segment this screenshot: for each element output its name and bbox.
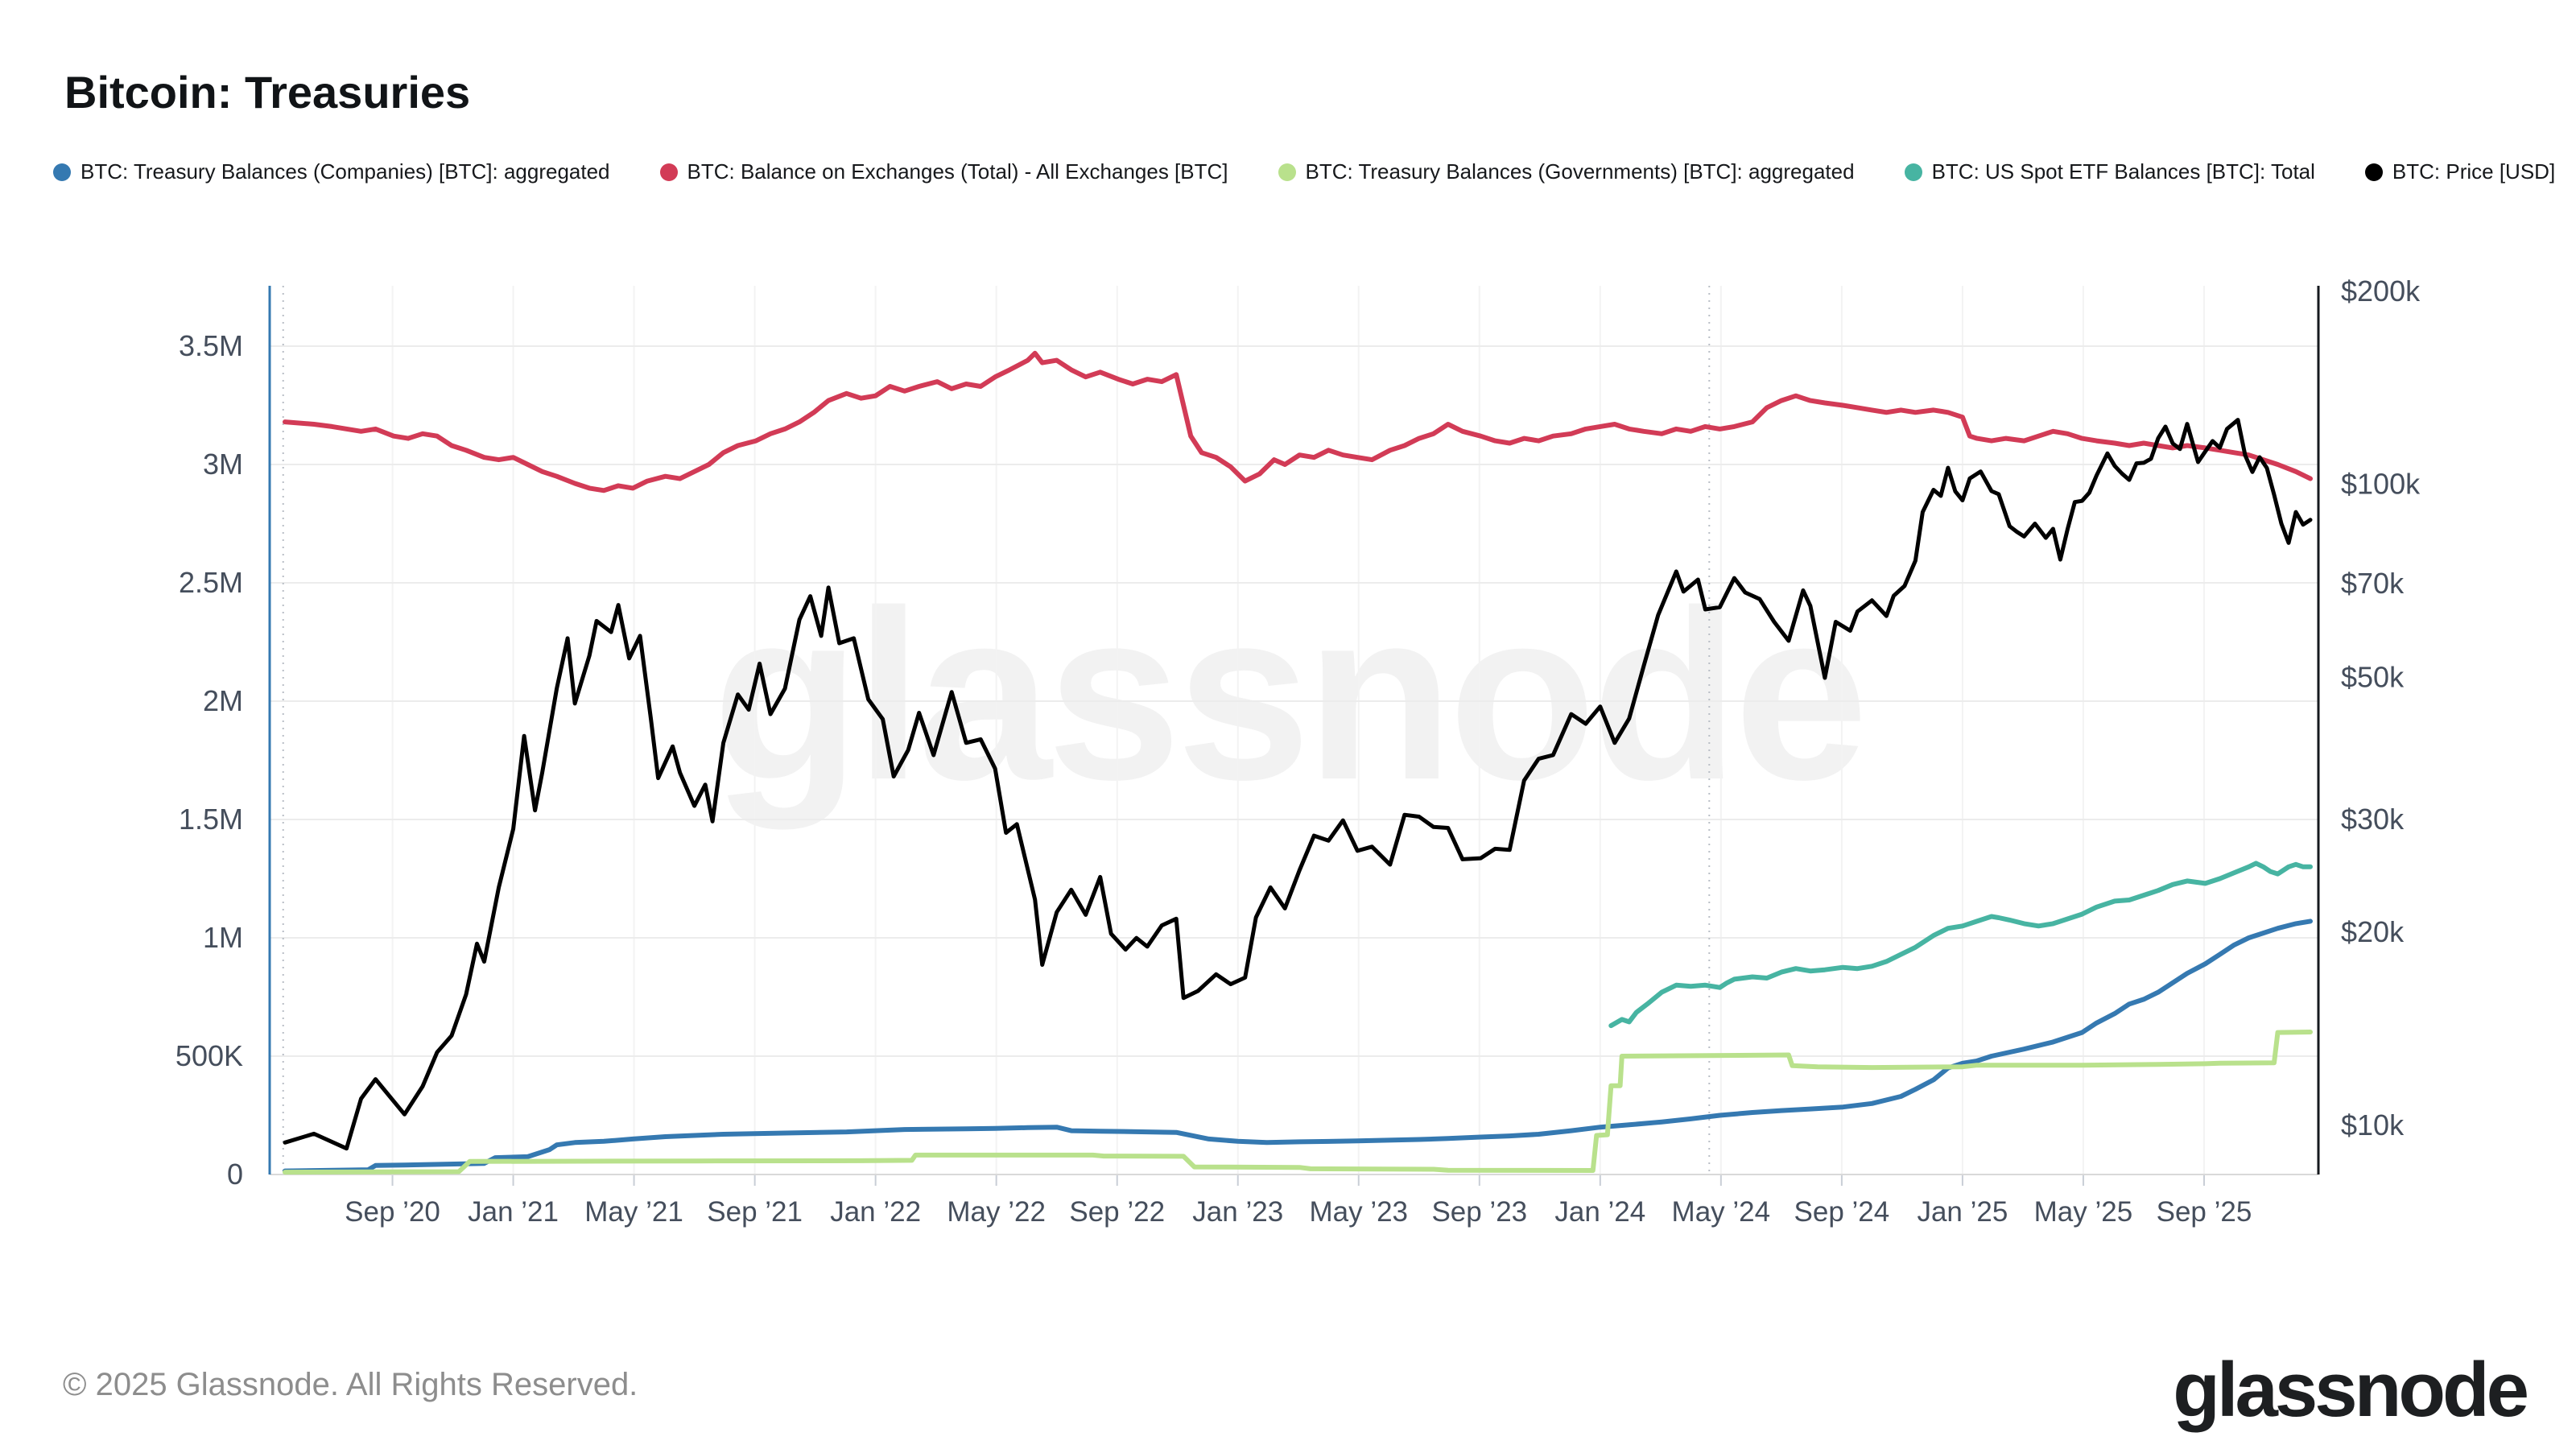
legend-dot-icon bbox=[53, 163, 71, 181]
y-right-tick-label: $10k bbox=[2341, 1108, 2405, 1141]
legend-item-label: BTC: Balance on Exchanges (Total) - All … bbox=[687, 159, 1228, 184]
x-axis-tick-label: May ’23 bbox=[1309, 1196, 1408, 1228]
legend-item-label: BTC: Treasury Balances (Governments) [BT… bbox=[1305, 159, 1855, 184]
legend-item-4[interactable]: BTC: Price [USD] bbox=[2364, 159, 2556, 184]
y-right-tick-label: $70k bbox=[2341, 567, 2405, 600]
y-right-tick-label: $100k bbox=[2341, 468, 2421, 501]
y-right-tick-label: $200k bbox=[2341, 275, 2421, 308]
series-line-btc-us-spot-etf-balances-btc-total bbox=[1608, 861, 2313, 1029]
series-line-btc-treasury-balances-companies-btc-aggregated bbox=[283, 919, 2313, 1174]
x-axis-tick-label: May ’24 bbox=[1672, 1196, 1771, 1228]
x-axis-tick-label: Sep ’23 bbox=[1431, 1196, 1527, 1228]
series-line-btc-price-usd bbox=[283, 418, 2313, 1151]
y-right-tick-label: $30k bbox=[2341, 803, 2405, 836]
copyright-text: © 2025 Glassnode. All Rights Reserved. bbox=[63, 1367, 638, 1402]
legend-item-0[interactable]: BTC: Treasury Balances (Companies) [BTC]… bbox=[53, 159, 610, 184]
y-left-tick-label: 3M bbox=[203, 448, 243, 481]
legend-item-3[interactable]: BTC: US Spot ETF Balances [BTC]: Total bbox=[1904, 159, 2315, 184]
x-axis-tick-label: Jan ’21 bbox=[468, 1196, 559, 1228]
y-left-tick-label: 1.5M bbox=[179, 803, 243, 836]
x-axis-tick-label: Jan ’25 bbox=[1917, 1196, 2008, 1228]
x-axis-tick-label: May ’22 bbox=[947, 1196, 1046, 1228]
legend-item-label: BTC: US Spot ETF Balances [BTC]: Total bbox=[1931, 159, 2315, 184]
page-title: Bitcoin: Treasuries bbox=[64, 67, 471, 118]
x-axis-tick-label: Jan ’24 bbox=[1554, 1196, 1645, 1228]
x-axis-tick-label: Sep ’21 bbox=[707, 1196, 803, 1228]
y-left-tick-label: 3.5M bbox=[179, 329, 243, 362]
y-right-tick-label: $20k bbox=[2341, 915, 2405, 948]
legend-item-label: BTC: Price [USD] bbox=[2392, 159, 2556, 184]
x-axis-tick-label: May ’21 bbox=[584, 1196, 683, 1228]
series-line-btc-balance-on-exchanges-total-all-exchanges-btc bbox=[283, 350, 2313, 493]
y-right-tick-label: $50k bbox=[2341, 660, 2405, 693]
legend-item-label: BTC: Treasury Balances (Companies) [BTC]… bbox=[80, 159, 610, 184]
legend-dot-icon bbox=[2364, 163, 2383, 181]
legend-dot-icon bbox=[659, 163, 678, 181]
y-left-tick-label: 0 bbox=[227, 1158, 243, 1191]
legend-dot-icon bbox=[1278, 163, 1296, 181]
y-left-tick-label: 2.5M bbox=[179, 566, 243, 599]
legend-dot-icon bbox=[1904, 163, 1922, 181]
x-axis-tick-label: Sep ’25 bbox=[2157, 1196, 2252, 1228]
series-line-btc-treasury-balances-governments-btc-aggregated bbox=[283, 1030, 2313, 1175]
x-axis-tick-label: Jan ’22 bbox=[830, 1196, 921, 1228]
y-left-tick-label: 2M bbox=[203, 684, 243, 717]
x-axis-tick-label: Sep ’20 bbox=[345, 1196, 440, 1228]
legend-item-2[interactable]: BTC: Treasury Balances (Governments) [BT… bbox=[1278, 159, 1855, 184]
legend-item-1[interactable]: BTC: Balance on Exchanges (Total) - All … bbox=[659, 159, 1228, 184]
x-axis-tick-label: Sep ’22 bbox=[1069, 1196, 1165, 1228]
legend: BTC: Treasury Balances (Companies) [BTC]… bbox=[53, 159, 2555, 184]
x-axis-tick-label: Sep ’24 bbox=[1794, 1196, 1890, 1228]
x-axis-tick-label: Jan ’23 bbox=[1192, 1196, 1283, 1228]
y-left-tick-label: 1M bbox=[203, 921, 243, 954]
y-left-tick-label: 500K bbox=[175, 1039, 243, 1072]
x-axis-tick-label: May ’25 bbox=[2034, 1196, 2133, 1228]
glassnode-logo: glassnode bbox=[2173, 1347, 2529, 1433]
